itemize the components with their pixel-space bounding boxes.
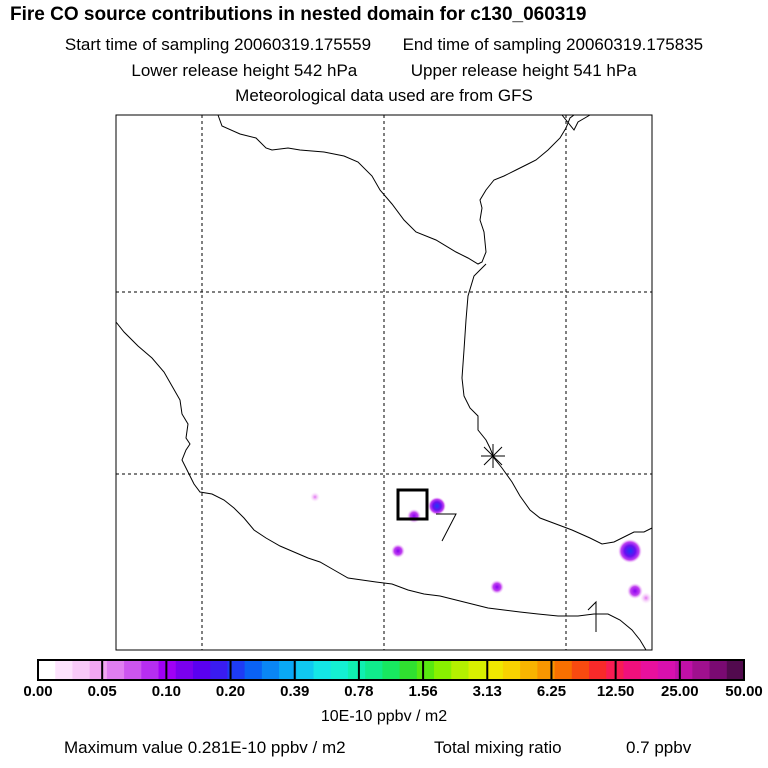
colorbar-tick-label: 3.13: [472, 683, 502, 700]
colorbar-cell: [554, 660, 573, 680]
colorbar-cell: [692, 660, 711, 680]
colorbar-cell: [227, 660, 246, 680]
colorbar-cell: [537, 660, 556, 680]
colorbar-cell: [141, 660, 160, 680]
colorbar-cell: [210, 660, 229, 680]
colorbar-tick-label: 0.05: [87, 683, 117, 700]
colorbar-tick-label: 0.78: [344, 683, 374, 700]
colorbar-cell: [313, 660, 332, 680]
colorbar-cell: [382, 660, 401, 680]
track-label-1: [587, 600, 597, 632]
colorbar-unit: 10E-10 ppbv / m2: [320, 708, 448, 725]
colorbar-tick-label: 0.00: [23, 683, 53, 700]
colorbar-cell: [399, 660, 418, 680]
chart-title: Fire CO source contributions in nested d…: [10, 4, 587, 25]
colorbar-tick-label: 12.50: [596, 683, 635, 700]
colorbar-cell: [502, 660, 521, 680]
colorbar-cell: [365, 660, 383, 680]
plume-source-6: [627, 583, 643, 599]
colorbar-cell: [709, 660, 728, 680]
coastline-pacific: [115, 321, 647, 651]
colorbar-cell: [192, 660, 211, 680]
colorbar-cell: [347, 660, 366, 680]
colorbar-cell: [485, 660, 504, 680]
colorbar-cell: [657, 660, 676, 680]
colorbar-cell: [726, 660, 745, 680]
colorbar-cell: [158, 660, 177, 680]
colorbar-cell: [175, 660, 194, 680]
plume-source-1: [428, 497, 446, 515]
met-data-label: Meteorological data used are from GFS: [235, 86, 533, 105]
colorbar-cell: [72, 660, 91, 680]
lower-height-label: Lower release height 542 hPa: [131, 61, 358, 80]
colorbar-tick-label: 0.20: [215, 683, 246, 700]
total-mixing-value: 0.7 ppbv: [626, 738, 692, 757]
colorbar-border: [37, 659, 745, 681]
colorbar-cells: [38, 660, 745, 680]
colorbar-cell: [416, 660, 435, 680]
station-star-icon: [481, 444, 505, 468]
colorbar-cell: [434, 660, 452, 680]
receptor-box: [396, 488, 429, 521]
colorbar-tick-label: 50.00: [725, 683, 763, 700]
max-value-label: Maximum value 0.281E-10 ppbv / m2: [64, 738, 346, 757]
coastline-gulf: [461, 263, 653, 545]
coastline-north: [217, 114, 575, 265]
total-mixing-label: Total mixing ratio: [434, 738, 562, 757]
colorbar-tick-lines: [101, 660, 681, 680]
colorbar-tick-label: 0.39: [280, 683, 310, 700]
end-time-label: End time of sampling 20060319.175835: [402, 35, 704, 54]
colorbar-cell: [468, 660, 487, 680]
colorbar-cell: [124, 660, 142, 680]
start-time-label: Start time of sampling 20060319.175559: [64, 35, 372, 54]
plume-source-7: [310, 492, 320, 502]
colorbar-tick-label: 1.56: [408, 683, 438, 700]
upper-height-label: Upper release height 541 hPa: [410, 61, 637, 80]
colorbar-cell: [520, 660, 538, 680]
release-heights: Lower release height 542 hPa Upper relea…: [0, 61, 768, 81]
sampling-times: Start time of sampling 20060319.175559 E…: [0, 35, 768, 55]
grid-lines: [116, 115, 652, 650]
colorbar-cell: [296, 660, 315, 680]
colorbar-cell: [89, 660, 108, 680]
track-label-7: [436, 513, 457, 542]
colorbar-cell: [571, 660, 590, 680]
colorbar-cell: [623, 660, 642, 680]
colorbar-cell: [675, 660, 693, 680]
colorbar-cell: [261, 660, 280, 680]
coastline-east: [561, 114, 591, 131]
colorbar-cell: [55, 660, 74, 680]
plume-source-5: [490, 580, 504, 594]
colorbar-cell: [640, 660, 659, 680]
plume-tail: [640, 592, 652, 604]
colorbar-cell: [244, 660, 263, 680]
colorbar-tick-label: 0.10: [151, 683, 181, 700]
colorbar-cell: [589, 660, 607, 680]
colorbar-cell: [330, 660, 349, 680]
coastlines: [115, 114, 653, 651]
colorbar-cell: [38, 660, 56, 680]
track-labels: [436, 513, 597, 632]
colorbar-tick-label: 25.00: [661, 683, 699, 700]
colorbar-cell: [451, 660, 470, 680]
plume-source-2: [618, 539, 642, 563]
colorbar-cell: [106, 660, 125, 680]
colorbar-cell: [279, 660, 297, 680]
plume-source-4: [391, 544, 405, 558]
colorbar-tick-label: 6.25: [536, 683, 567, 700]
